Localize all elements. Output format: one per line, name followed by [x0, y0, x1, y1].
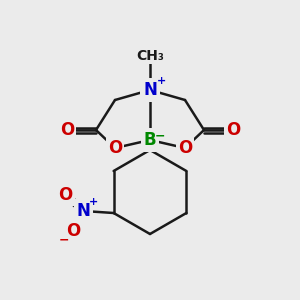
Text: −: − [155, 130, 165, 142]
Text: B: B [144, 131, 156, 149]
Text: +: + [156, 76, 166, 86]
Text: N: N [77, 202, 91, 220]
Text: O: O [108, 139, 122, 157]
Text: −: − [58, 233, 69, 247]
Text: N: N [143, 81, 157, 99]
Text: O: O [67, 222, 81, 240]
Text: O: O [226, 121, 240, 139]
Text: O: O [60, 121, 74, 139]
Text: CH₃: CH₃ [136, 49, 164, 63]
Text: O: O [58, 186, 73, 204]
Text: O: O [178, 139, 192, 157]
Text: +: + [89, 197, 98, 207]
